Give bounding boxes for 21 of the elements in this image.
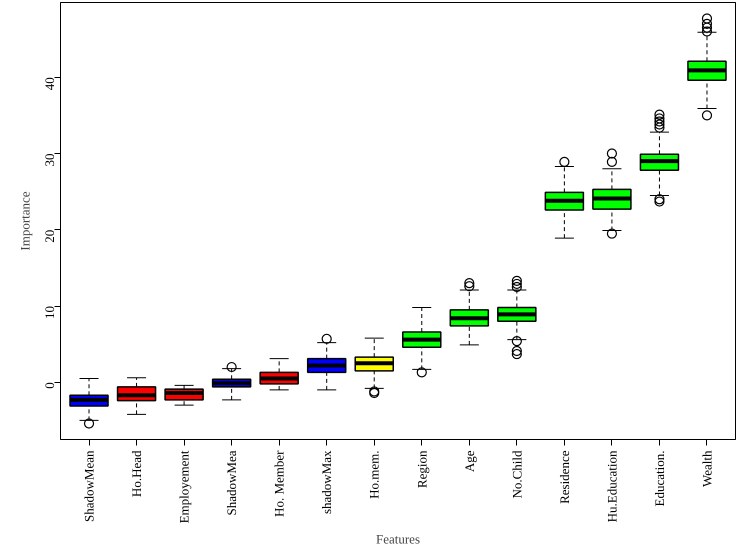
x-tick-label: Hu.Education [604,450,620,522]
y-tick-label: 30 [42,154,57,167]
y-tick-label: 20 [42,230,57,243]
y-axis-title: Importance [18,191,32,251]
y-tick-label: 0 [42,382,57,389]
x-tick-label: Wealth [699,450,714,487]
x-tick-label: Ho. Member [272,450,287,517]
x-tick-label: Employement [176,450,192,524]
x-tick-label: ShadowMean [82,450,97,522]
y-tick-label: 40 [42,77,57,90]
x-tick-label: ShadowMea [224,450,240,516]
x-axis-title: Features [376,531,420,546]
x-tick-label: Region [414,450,430,488]
y-tick-label: 10 [42,306,57,320]
x-tick-label: shadowMax [319,450,334,514]
x-tick-label: Ho.mem. [366,450,382,499]
x-tick-label: Education. [652,450,667,506]
x-tick-label: Residence [556,450,572,504]
x-tick-label: Age [462,450,477,472]
x-tick-label: Ho.Head [129,450,144,498]
x-tick-label: No.Child [509,450,524,499]
